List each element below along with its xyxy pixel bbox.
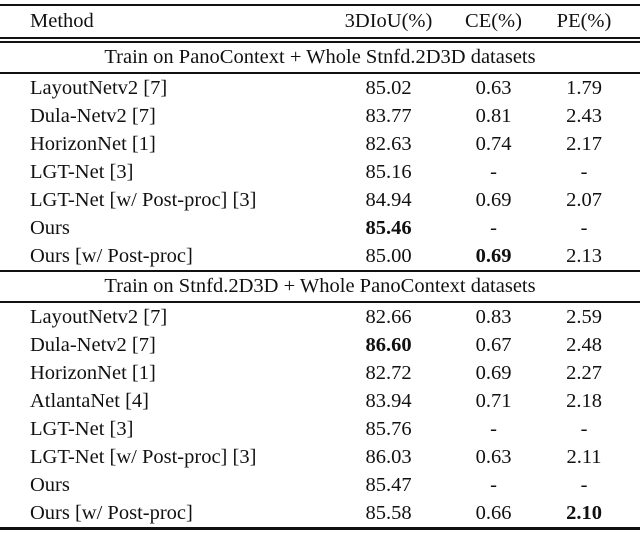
iou-cell: 85.46 — [365, 217, 412, 239]
col-header-method: Method — [0, 5, 330, 43]
iou-cell: 82.63 — [365, 133, 412, 155]
iou-cell: 85.16 — [365, 161, 412, 183]
table-row: Ours 85.46 - - — [0, 214, 640, 242]
ce-cell: 0.66 — [475, 502, 512, 524]
method-cell: Ours — [30, 217, 70, 239]
iou-cell: 83.94 — [365, 390, 412, 412]
ce-cell: 0.71 — [475, 390, 512, 412]
table-row: AtlantaNet [4] 83.94 0.71 2.18 — [0, 387, 640, 415]
table-row: LayoutNetv2 [7] 82.66 0.83 2.59 — [0, 302, 640, 331]
col-header-3diou: 3DIoU(%) — [330, 5, 447, 43]
table-row: LGT-Net [3] 85.16 - - — [0, 158, 640, 186]
method-cell: LGT-Net [w/ Post-proc] [3] — [30, 446, 257, 468]
col-header-pe: PE(%) — [540, 5, 640, 43]
method-cell: LayoutNetv2 [7] — [30, 306, 168, 328]
table-row: LayoutNetv2 [7] 85.02 0.63 1.79 — [0, 73, 640, 102]
table-row: Ours [w/ Post-proc] 85.58 0.66 2.10 — [0, 499, 640, 529]
pe-cell: - — [580, 418, 588, 440]
iou-cell: 85.58 — [365, 502, 412, 524]
results-table: Method 3DIoU(%) CE(%) PE(%) Train on Pan… — [0, 4, 640, 530]
pe-cell: 2.43 — [566, 105, 602, 127]
method-cell: Ours — [30, 474, 70, 496]
col-header-ce: CE(%) — [447, 5, 540, 43]
iou-cell: 85.02 — [365, 77, 412, 99]
ce-cell: 0.74 — [475, 133, 512, 155]
ce-cell: 0.69 — [475, 245, 512, 267]
method-cell: Dula-Netv2 [7] — [30, 334, 156, 356]
ce-cell: 0.83 — [475, 306, 512, 328]
pe-cell: 2.18 — [566, 390, 602, 412]
ce-cell: 0.63 — [475, 77, 512, 99]
pe-cell: 2.17 — [566, 133, 602, 155]
table-row: Dula-Netv2 [7] 83.77 0.81 2.43 — [0, 102, 640, 130]
section-title: Train on PanoContext + Whole Stnfd.2D3D … — [0, 39, 640, 74]
pe-cell: 1.79 — [566, 77, 602, 99]
pe-cell: 2.11 — [566, 446, 602, 468]
iou-cell: 84.94 — [365, 189, 412, 211]
method-cell: HorizonNet [1] — [30, 362, 156, 384]
section-header-row: Train on PanoContext + Whole Stnfd.2D3D … — [0, 39, 640, 74]
pe-cell: 2.59 — [566, 306, 602, 328]
table-row: HorizonNet [1] 82.63 0.74 2.17 — [0, 130, 640, 158]
pe-cell: - — [580, 161, 588, 183]
table-row: HorizonNet [1] 82.72 0.69 2.27 — [0, 359, 640, 387]
pe-cell: 2.13 — [566, 245, 602, 267]
table-row: Dula-Netv2 [7] 86.60 0.67 2.48 — [0, 331, 640, 359]
ce-cell: 0.69 — [475, 362, 512, 384]
method-cell: LayoutNetv2 [7] — [30, 77, 168, 99]
table-row: Ours [w/ Post-proc] 85.00 0.69 2.13 — [0, 242, 640, 271]
ce-cell: 0.69 — [475, 189, 512, 211]
pe-cell: - — [580, 474, 588, 496]
section-header-row: Train on Stnfd.2D3D + Whole PanoContext … — [0, 270, 640, 303]
pe-cell: 2.07 — [566, 189, 602, 211]
table-row: LGT-Net [3] 85.76 - - — [0, 415, 640, 443]
iou-cell: 85.00 — [365, 245, 412, 267]
table-row: LGT-Net [w/ Post-proc] [3] 86.03 0.63 2.11 — [0, 443, 640, 471]
ce-cell: - — [490, 474, 497, 496]
ce-cell: 0.81 — [475, 105, 512, 127]
method-cell: LGT-Net [3] — [30, 418, 134, 440]
section-title: Train on Stnfd.2D3D + Whole PanoContext … — [0, 270, 640, 303]
iou-cell: 86.03 — [365, 446, 412, 468]
table-row: LGT-Net [w/ Post-proc] [3] 84.94 0.69 2.07 — [0, 186, 640, 214]
iou-cell: 85.76 — [365, 418, 412, 440]
ce-cell: - — [490, 217, 497, 239]
ce-cell: - — [490, 161, 497, 183]
method-cell: HorizonNet [1] — [30, 133, 156, 155]
iou-cell: 82.66 — [365, 306, 412, 328]
pe-cell: 2.10 — [566, 502, 602, 524]
method-cell: AtlantaNet [4] — [30, 390, 149, 412]
iou-cell: 82.72 — [365, 362, 412, 384]
ce-cell: 0.67 — [475, 334, 512, 356]
pe-cell: - — [580, 217, 588, 239]
iou-cell: 86.60 — [365, 334, 412, 356]
method-cell: Dula-Netv2 [7] — [30, 105, 156, 127]
method-cell: Ours [w/ Post-proc] — [30, 245, 193, 267]
method-cell: LGT-Net [3] — [30, 161, 134, 183]
pe-cell: 2.27 — [566, 362, 602, 384]
iou-cell: 85.47 — [365, 474, 412, 496]
iou-cell: 83.77 — [365, 105, 412, 127]
pe-cell: 2.48 — [566, 334, 602, 356]
header-row: Method 3DIoU(%) CE(%) PE(%) — [0, 5, 640, 43]
ce-cell: 0.63 — [475, 446, 512, 468]
method-cell: Ours [w/ Post-proc] — [30, 502, 193, 524]
ce-cell: - — [490, 418, 497, 440]
method-cell: LGT-Net [w/ Post-proc] [3] — [30, 189, 257, 211]
table-body: Train on PanoContext + Whole Stnfd.2D3D … — [0, 39, 640, 529]
table-row: Ours 85.47 - - — [0, 471, 640, 499]
